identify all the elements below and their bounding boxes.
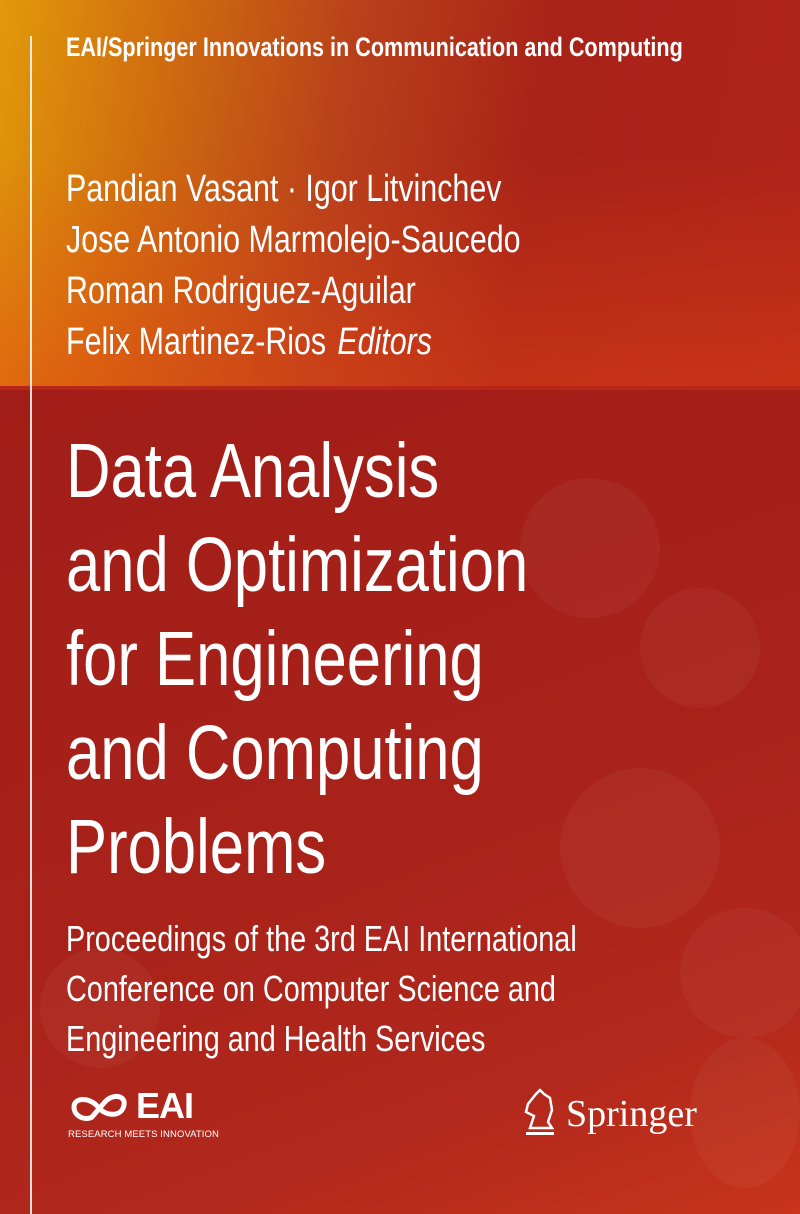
subtitle-line: Conference on Computer Science and bbox=[66, 968, 556, 1009]
title-line: and Computing bbox=[66, 710, 484, 796]
subtitle-line: Engineering and Health Services bbox=[66, 1018, 486, 1059]
cover-top-band bbox=[0, 0, 800, 388]
eai-logo: EAI RESEARCH MEETS INNOVATION bbox=[68, 1085, 219, 1140]
eai-infinity-icon bbox=[71, 1094, 127, 1122]
title-line: for Engineering bbox=[66, 616, 484, 702]
book-subtitle: Proceedings of the 3rd EAI International… bbox=[66, 914, 577, 1064]
title-line: Data Analysis bbox=[66, 428, 440, 514]
author-line: Felix Martinez-Rios Editors bbox=[66, 321, 432, 363]
author-line: Roman Rodriguez-Aguilar bbox=[66, 270, 416, 312]
eai-tagline: RESEARCH MEETS INNOVATION bbox=[68, 1129, 219, 1140]
author-line: Pandian Vasant · Igor Litvinchev bbox=[66, 168, 502, 210]
title-line: Problems bbox=[66, 804, 327, 890]
vertical-rule bbox=[30, 36, 32, 1214]
band-divider bbox=[0, 386, 800, 390]
subtitle-line: Proceedings of the 3rd EAI International bbox=[66, 918, 577, 959]
title-line: and Optimization bbox=[66, 522, 529, 608]
editors-label: Editors bbox=[337, 321, 432, 363]
author-line: Jose Antonio Marmolejo-Saucedo bbox=[66, 219, 521, 261]
springer-logo: Springer bbox=[522, 1088, 697, 1140]
cover-bottom-band bbox=[0, 388, 800, 1214]
springer-horse-icon bbox=[524, 1088, 555, 1135]
authors: Pandian Vasant · Igor Litvinchev Jose An… bbox=[66, 164, 521, 368]
series-title: EAI/Springer Innovations in Communicatio… bbox=[66, 32, 683, 62]
book-title: Data Analysis and Optimization for Engin… bbox=[66, 424, 528, 894]
